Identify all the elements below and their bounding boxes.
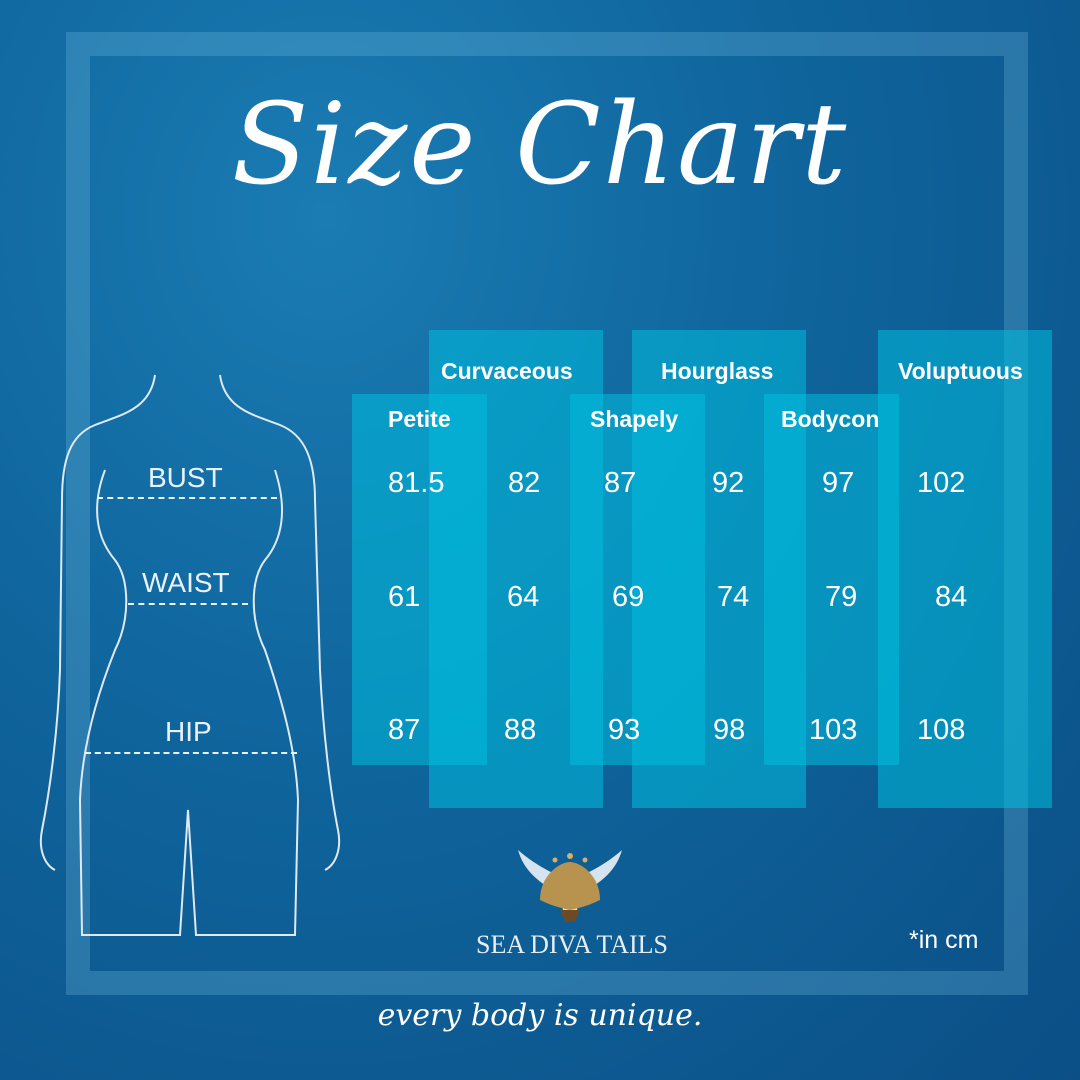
column-bodycon (764, 394, 899, 765)
column-voluptuous (878, 330, 1052, 808)
size-header: Hourglass (661, 358, 774, 384)
column-petite (352, 394, 487, 765)
size-header: Voluptuous (898, 358, 1023, 384)
tagline: every body is unique. (377, 998, 703, 1033)
waist-value: 61 (388, 581, 421, 613)
waist-value: 74 (717, 581, 750, 613)
bust-value: 92 (712, 467, 745, 499)
bust-value: 81.5 (388, 467, 445, 499)
unit-note: *in cm (909, 926, 979, 954)
brand-name: SEA DIVA TAILS (476, 930, 668, 959)
bust-value: 82 (508, 467, 541, 499)
hip-value: 103 (809, 714, 858, 746)
mermaid-tail-logo-icon (518, 850, 622, 922)
waist-line (128, 603, 248, 605)
hip-line (85, 752, 297, 754)
waist-value: 79 (825, 581, 858, 613)
size-header: Curvaceous (441, 358, 573, 384)
hip-value: 98 (713, 714, 746, 746)
body-silhouette (39, 374, 341, 936)
bust-line (97, 497, 277, 499)
measure-label-waist: WAIST (142, 567, 230, 598)
measure-label-bust: BUST (148, 462, 223, 493)
size-header: Bodycon (781, 406, 880, 432)
measure-label-hip: HIP (165, 716, 212, 747)
hip-value: 87 (388, 714, 421, 746)
bust-value: 97 (822, 467, 855, 499)
bust-value: 87 (604, 467, 637, 499)
bust-value: 102 (917, 467, 966, 499)
waist-value: 64 (507, 581, 540, 613)
hip-value: 88 (504, 714, 537, 746)
column-shapely (570, 394, 705, 765)
size-header: Shapely (590, 406, 679, 432)
page-title: Size Chart (231, 80, 849, 210)
waist-value: 69 (612, 581, 645, 613)
hip-value: 108 (917, 714, 966, 746)
waist-value: 84 (935, 581, 968, 613)
size-header: Petite (388, 406, 451, 432)
hip-value: 93 (608, 714, 641, 746)
